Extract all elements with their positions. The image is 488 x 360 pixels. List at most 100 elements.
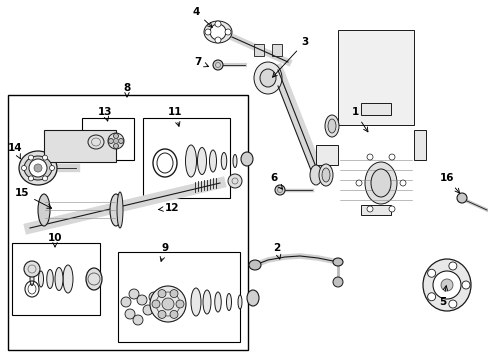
Ellipse shape (327, 119, 335, 133)
Ellipse shape (86, 268, 102, 290)
Circle shape (113, 134, 118, 139)
Ellipse shape (260, 69, 275, 87)
Circle shape (34, 164, 42, 172)
Circle shape (461, 281, 469, 289)
Text: 2: 2 (273, 243, 280, 259)
Ellipse shape (253, 62, 282, 94)
Ellipse shape (38, 194, 50, 226)
Bar (360, 103, 390, 115)
Circle shape (440, 279, 452, 291)
Bar (8, 95, 247, 350)
Ellipse shape (203, 21, 231, 43)
Circle shape (162, 298, 174, 310)
Circle shape (158, 289, 165, 298)
Ellipse shape (117, 192, 123, 228)
Circle shape (215, 37, 221, 43)
Ellipse shape (238, 295, 242, 309)
Circle shape (274, 185, 285, 195)
Ellipse shape (226, 293, 231, 310)
Circle shape (28, 155, 34, 160)
Bar (44, 130, 116, 162)
Text: 7: 7 (194, 57, 208, 67)
Ellipse shape (364, 162, 396, 204)
Ellipse shape (422, 259, 470, 311)
Bar (142, 118, 229, 198)
Circle shape (133, 315, 142, 325)
Circle shape (28, 176, 34, 181)
Circle shape (224, 29, 230, 35)
Bar (315, 145, 337, 165)
Circle shape (121, 297, 131, 307)
Text: 11: 11 (167, 107, 182, 126)
Circle shape (118, 139, 123, 144)
Ellipse shape (47, 270, 53, 288)
Circle shape (448, 262, 456, 270)
Ellipse shape (55, 267, 63, 291)
Ellipse shape (318, 164, 332, 186)
Ellipse shape (39, 271, 43, 287)
Text: 1: 1 (351, 107, 367, 132)
Circle shape (388, 206, 394, 212)
Ellipse shape (24, 156, 52, 180)
Text: 13: 13 (98, 107, 112, 121)
Ellipse shape (191, 288, 201, 316)
Ellipse shape (30, 273, 34, 285)
Circle shape (448, 300, 456, 308)
Text: 14: 14 (8, 143, 22, 159)
Circle shape (42, 176, 47, 181)
Circle shape (108, 139, 113, 144)
Circle shape (170, 310, 178, 318)
Circle shape (366, 206, 372, 212)
Ellipse shape (246, 290, 259, 306)
Ellipse shape (209, 150, 216, 172)
Circle shape (152, 300, 160, 308)
Bar (82, 118, 134, 160)
Ellipse shape (19, 151, 57, 185)
Circle shape (142, 305, 153, 315)
Bar (118, 252, 240, 342)
Circle shape (388, 154, 394, 160)
Circle shape (129, 289, 139, 299)
Text: 10: 10 (48, 233, 62, 247)
Circle shape (366, 154, 372, 160)
Circle shape (29, 159, 47, 177)
Circle shape (170, 289, 178, 298)
Circle shape (125, 309, 135, 319)
Circle shape (113, 144, 118, 149)
Ellipse shape (185, 145, 196, 177)
Ellipse shape (214, 292, 221, 312)
Text: 15: 15 (15, 188, 52, 208)
Bar (12, 243, 100, 315)
Circle shape (137, 295, 147, 305)
Ellipse shape (370, 169, 390, 197)
Ellipse shape (309, 165, 321, 185)
Ellipse shape (321, 168, 329, 182)
Circle shape (432, 271, 460, 299)
Circle shape (227, 174, 242, 188)
Circle shape (355, 180, 361, 186)
Circle shape (108, 133, 124, 149)
Ellipse shape (203, 290, 210, 314)
Ellipse shape (325, 115, 338, 137)
Bar (337, 30, 413, 125)
Text: 5: 5 (439, 286, 447, 307)
Circle shape (150, 286, 185, 322)
Circle shape (215, 21, 221, 27)
Circle shape (42, 155, 47, 160)
Text: 16: 16 (439, 173, 459, 193)
Ellipse shape (232, 154, 237, 167)
Circle shape (149, 292, 159, 302)
Bar (360, 205, 390, 215)
Ellipse shape (88, 135, 104, 149)
Text: 3: 3 (272, 37, 308, 77)
Bar (413, 130, 425, 160)
Circle shape (332, 277, 342, 287)
Circle shape (204, 29, 210, 35)
Circle shape (427, 269, 435, 277)
Ellipse shape (63, 265, 73, 293)
Circle shape (24, 261, 40, 277)
Circle shape (209, 24, 225, 40)
Text: 9: 9 (160, 243, 168, 261)
Circle shape (158, 310, 165, 318)
Circle shape (176, 300, 183, 308)
